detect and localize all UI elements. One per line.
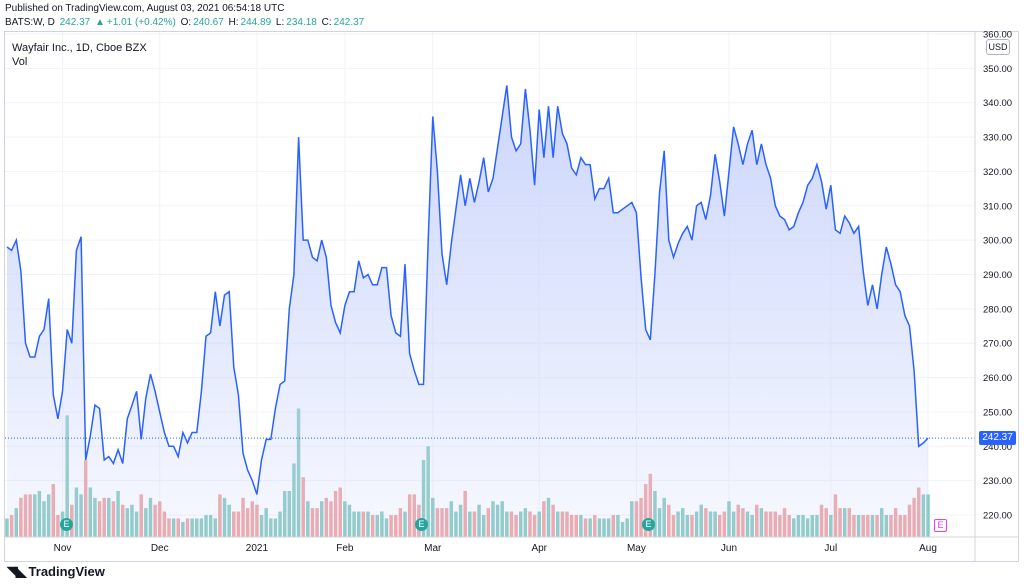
y-tick-label: 260.00 <box>983 373 1012 384</box>
upcoming-earnings-icon[interactable]: E <box>934 519 947 532</box>
y-tick-label: 220.00 <box>983 511 1012 522</box>
tradingview-brand[interactable]: ◥◣ TradingView <box>7 563 105 580</box>
x-tick-label: Dec <box>151 543 169 554</box>
y-tick-label: 270.00 <box>983 339 1012 350</box>
y-tick-label: 330.00 <box>983 133 1012 144</box>
high-label: H: <box>228 17 239 28</box>
y-tick-label: 360.00 <box>983 30 1012 41</box>
y-tick-label: 250.00 <box>983 407 1012 418</box>
x-tick-label: May <box>627 543 646 554</box>
up-arrow-icon: ▲ <box>94 17 105 28</box>
price-change: +1.01 (+0.42%) <box>106 17 176 28</box>
x-tick-label: Mar <box>424 543 442 554</box>
ohlc-readout: BATS:W, D 242.37 ▲ +1.01 (+0.42%) O: 240.6… <box>5 17 366 28</box>
x-tick-label: Jul <box>824 543 837 554</box>
price-area-fill <box>7 85 928 537</box>
symbol-label: BATS:W, D <box>5 17 55 28</box>
y-tick-label: 310.00 <box>983 201 1012 212</box>
y-tick-label: 350.00 <box>983 64 1012 75</box>
y-tick-label: 320.00 <box>983 167 1012 178</box>
x-tick-label: 2021 <box>246 543 269 554</box>
published-caption: Published on TradingView.com, August 03,… <box>5 3 285 14</box>
open-label: O: <box>180 17 192 28</box>
y-tick-label: 340.00 <box>983 98 1012 109</box>
tradingview-logo-icon: ◥◣ <box>7 563 26 579</box>
earnings-marker-icon[interactable]: E <box>415 518 428 531</box>
y-tick-label: 230.00 <box>983 476 1012 487</box>
price-axis[interactable]: 220.00 230.00 240.00 250.00 260.00 270.00 280.… <box>974 30 1012 562</box>
x-tick-label: Apr <box>531 543 547 554</box>
x-tick-label: Feb <box>336 543 354 554</box>
brand-name: TradingView <box>28 564 105 579</box>
high-value: 244.89 <box>240 17 272 28</box>
current-price-tag: 242.37 <box>979 431 1016 445</box>
low-label: L: <box>275 17 285 28</box>
currency-badge[interactable]: USD <box>986 39 1010 55</box>
x-tick-label: Aug <box>919 543 937 554</box>
volume-legend-label: Vol <box>12 56 28 68</box>
earnings-marker-icon[interactable]: E <box>642 518 655 531</box>
chart-legend-title: Wayfair Inc., 1D, Cboe BZX <box>12 42 147 54</box>
y-tick-label: 300.00 <box>983 236 1012 247</box>
close-value: 242.37 <box>333 17 365 28</box>
earnings-marker-icon[interactable]: E <box>60 518 73 531</box>
last-price: 242.37 <box>59 17 91 28</box>
time-axis[interactable]: Nov Dec 2021 Feb Mar Apr May Jun Jul Aug <box>5 536 1018 554</box>
price-line <box>6 85 929 495</box>
x-tick-label: Nov <box>54 543 72 554</box>
x-tick-label: Jun <box>721 543 737 554</box>
open-value: 240.67 <box>193 17 224 28</box>
close-label: C: <box>321 17 332 28</box>
low-value: 234.18 <box>286 17 317 28</box>
y-tick-label: 240.00 <box>983 442 1012 453</box>
y-tick-label: 290.00 <box>983 270 1012 281</box>
y-tick-label: 280.00 <box>983 304 1012 315</box>
chart-frame[interactable] <box>4 31 1019 562</box>
